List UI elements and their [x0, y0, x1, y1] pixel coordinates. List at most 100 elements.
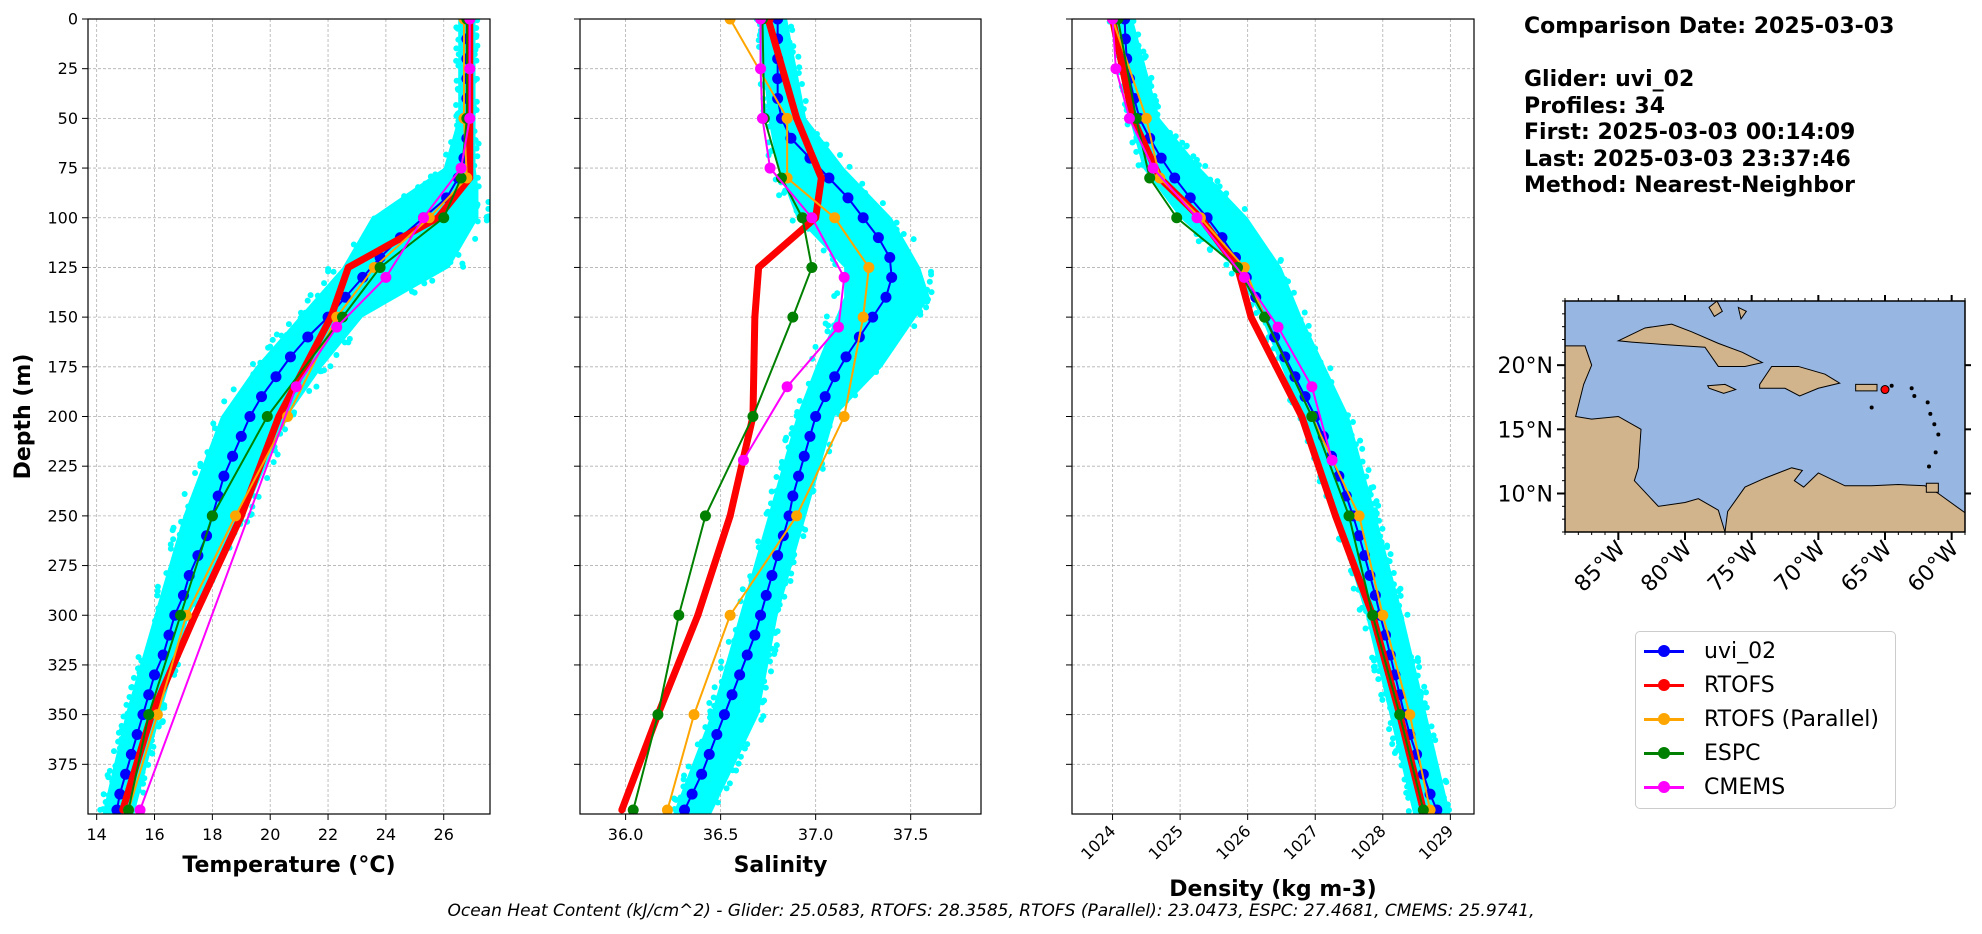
glider-scatter-point: [250, 371, 257, 378]
glider-scatter-point: [142, 655, 149, 662]
data-point: [764, 162, 776, 174]
glider-scatter-point: [459, 260, 466, 267]
island-dot: [1912, 393, 1917, 398]
ocean-heat-content-footer: Ocean Heat Content (kJ/cm^2) - Glider: 2…: [447, 901, 1535, 921]
data-point: [679, 804, 691, 814]
legend-swatch-cmems: [1644, 777, 1684, 797]
glider-scatter-point: [1135, 42, 1142, 49]
data-point: [464, 19, 476, 25]
glider-scatter-point: [408, 288, 415, 295]
glider-scatter-point: [264, 475, 271, 482]
glider-scatter-point: [120, 713, 127, 720]
glider-scatter-point: [1414, 688, 1421, 695]
glider-scatter-point: [1406, 780, 1413, 787]
glider-scatter-point: [876, 361, 883, 368]
x-tick-label: 1024: [1077, 821, 1119, 863]
data-point: [143, 709, 155, 721]
glider-scatter-point: [313, 383, 320, 390]
data-point: [227, 450, 239, 462]
glider-scatter-point: [772, 630, 779, 637]
data-point: [627, 804, 639, 814]
series-cmems: [134, 19, 476, 814]
glider-scatter-point: [774, 142, 781, 149]
glider-scatter-point: [1266, 252, 1273, 259]
glider-scatter-point: [680, 776, 687, 783]
glider-scatter-point: [796, 397, 803, 404]
glider-scatter-point: [1359, 445, 1366, 452]
x-tick-label: 18: [202, 825, 222, 844]
location-map: 10°N 15°N 20°N 85°W 80°W 75°W 70°W 65°W 60°W: [1498, 295, 1971, 597]
glider-scatter-point: [1228, 270, 1235, 277]
glider-scatter-point: [454, 25, 461, 32]
data-point: [1394, 709, 1406, 721]
glider-scatter-point: [1305, 322, 1312, 329]
glider-scatter-point: [1398, 616, 1405, 623]
glider-scatter-point: [105, 774, 112, 781]
data-point: [755, 263, 763, 271]
data-point: [724, 609, 736, 621]
data-point: [793, 114, 801, 122]
glider-scatter-point: [1422, 689, 1429, 696]
glider-scatter-point: [834, 164, 841, 171]
data-point: [337, 311, 349, 323]
glider-scatter-point: [1423, 704, 1430, 711]
glider-scatter-point: [1421, 683, 1428, 690]
data-point: [270, 371, 282, 383]
glider-scatter-point: [765, 108, 772, 115]
data-point: [755, 63, 767, 75]
data-point: [772, 73, 784, 85]
glider-scatter-point: [1392, 723, 1399, 730]
glider-scatter-point: [1375, 676, 1382, 683]
glider-scatter-point: [197, 463, 204, 470]
data-point: [755, 609, 767, 621]
data-point: [857, 212, 869, 224]
glider-scatter-point: [1212, 183, 1219, 190]
glider-scatter-point: [1401, 776, 1408, 783]
glider-scatter-point: [778, 464, 785, 471]
data-point: [1298, 413, 1306, 420]
glider-scatter-point: [893, 219, 900, 226]
glider-scatter-point: [121, 731, 128, 738]
glider-scatter-point: [118, 727, 125, 734]
glider-scatter-point: [474, 174, 481, 181]
data-point: [1171, 212, 1183, 224]
glider-scatter-point: [859, 180, 866, 187]
glider-scatter-point: [1339, 412, 1346, 419]
data-point: [793, 470, 805, 482]
glider-scatter-point: [788, 570, 795, 577]
data-point: [417, 212, 429, 224]
glider-scatter-point: [230, 386, 237, 393]
glider-scatter-point: [740, 735, 747, 742]
glider-scatter-point: [879, 200, 886, 207]
glider-scatter-point: [473, 107, 480, 114]
glider-scatter-point: [455, 86, 462, 93]
glider-scatter-point: [145, 761, 152, 768]
glider-scatter-point: [739, 586, 746, 593]
data-point: [699, 510, 711, 522]
glider-scatter-point: [474, 218, 481, 225]
series-rtofs-parallel: [122, 19, 473, 814]
glider-scatter-point: [823, 141, 830, 148]
data-point: [1238, 271, 1250, 283]
glider-scatter-point: [443, 151, 450, 158]
glider-scatter-point: [330, 268, 337, 275]
glider-scatter-point: [1207, 176, 1214, 183]
data-point: [1326, 454, 1338, 466]
data-point: [726, 689, 738, 701]
glider-scatter-point: [754, 707, 761, 714]
data-point: [1367, 609, 1379, 621]
glider-scatter-point: [100, 791, 107, 798]
glider-scatter-point: [1133, 137, 1140, 144]
x-tick-label: 16: [144, 825, 164, 844]
data-point: [1306, 411, 1318, 422]
legend: uvi_02 RTOFS RTOFS (Parallel) ESPC CMEMS: [1635, 631, 1896, 809]
glider-scatter-point: [118, 735, 125, 742]
glider-scatter-point: [800, 105, 807, 112]
glider-scatter-point: [706, 700, 713, 707]
glider-scatter-point: [762, 684, 769, 691]
y-tick-label: 0: [68, 10, 78, 29]
x-tick-label: 14: [86, 825, 106, 844]
glider-scatter-point: [1416, 664, 1423, 671]
glider-scatter-point: [671, 805, 678, 812]
data-point: [781, 112, 793, 124]
